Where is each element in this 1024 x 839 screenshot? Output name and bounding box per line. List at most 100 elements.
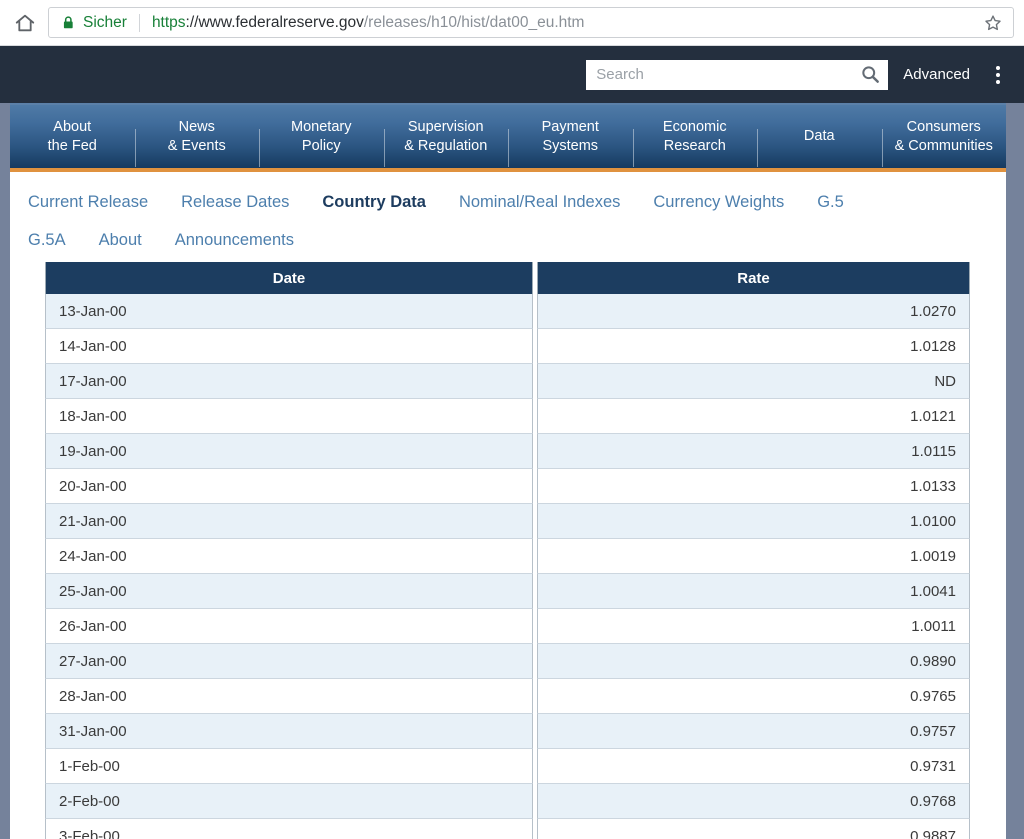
table-row: 14-Jan-00 1.0128 [45,329,970,364]
subnav-item-announcements[interactable]: Announcements [174,231,294,249]
rate-cell: 1.0100 [537,504,970,539]
subnav-item-release-dates[interactable]: Release Dates [181,193,290,211]
data-table: Date Rate 13-Jan-00 1.0270 14-Jan-00 1.0128… [45,262,970,839]
search-box [586,59,889,90]
rate-cell: 1.0128 [537,329,970,364]
menu-dots-icon[interactable] [996,65,1000,84]
date-cell: 14-Jan-00 [45,329,533,364]
rate-cell: 1.0133 [537,469,970,504]
home-button[interactable] [12,10,38,36]
url-bar[interactable]: Sicher https://www.federalreserve.gov/re… [48,7,1014,38]
nav-item-payment-systems[interactable]: Payment Systems [508,105,633,168]
url-host: ://www.federalreserve.gov [185,13,364,31]
table-row: 24-Jan-00 1.0019 [45,539,970,574]
security-label: Sicher [83,13,127,31]
accent-bar [10,168,1006,172]
nav-item-label-line1: Monetary [291,118,352,135]
main-nav: About the Fed News & Events Monetary Policy Su… [10,103,1006,168]
nav-item-label-line1: Consumers [906,118,981,135]
bookmark-star-icon[interactable] [983,13,1003,33]
table-row: 31-Jan-00 0.9757 [45,714,970,749]
table-body: 13-Jan-00 1.0270 14-Jan-00 1.0128 17-Jan-00 N… [45,294,970,839]
url-scheme: https [151,13,186,31]
subnav-item-about[interactable]: About [98,231,142,249]
date-cell: 20-Jan-00 [45,469,533,504]
section-subnav: Current Release Release Dates Country Data… [10,172,1006,258]
table-row: 13-Jan-00 1.0270 [45,294,970,329]
date-cell: 27-Jan-00 [45,644,533,679]
nav-item-monetary-policy[interactable]: Monetary Policy [259,105,384,168]
subnav-item-g-5[interactable]: G.5 [817,193,844,211]
nav-item-data[interactable]: Data [757,105,882,168]
nav-item-news-events[interactable]: News & Events [134,105,260,168]
page-body: About the Fed News & Events Monetary Policy Su… [10,103,1006,839]
table-row: 17-Jan-00 ND [45,364,970,399]
rate-cell: 0.9768 [537,784,970,819]
rate-cell: ND [537,364,970,399]
search-input[interactable] [586,59,853,90]
browser-toolbar: Sicher https://www.federalreserve.gov/re… [0,0,1024,46]
date-cell: 13-Jan-00 [45,294,533,329]
nav-item-label-line2: & Communities [894,137,993,154]
date-cell: 26-Jan-00 [45,609,533,644]
advanced-search-link[interactable]: Advanced [903,66,970,83]
date-cell: 21-Jan-00 [45,504,533,539]
table-row: 3-Feb-00 0.9887 [45,819,970,839]
table-row: 18-Jan-00 1.0121 [45,399,970,434]
rate-cell: 0.9757 [537,714,970,749]
subnav-item-g-5a[interactable]: G.5A [28,231,66,249]
table-row: 25-Jan-00 1.0041 [45,574,970,609]
date-cell: 3-Feb-00 [45,819,533,839]
date-column-header: Date [45,262,533,294]
table-row: 27-Jan-00 0.9890 [45,644,970,679]
rate-cell: 0.9765 [537,679,970,714]
date-cell: 28-Jan-00 [45,679,533,714]
rate-cell: 1.0121 [537,399,970,434]
nav-item-economic-research[interactable]: Economic Research [632,105,758,168]
url-path: /releases/h10/hist/dat00_eu.htm [363,13,585,31]
nav-item-label-line1: About [53,118,92,135]
nav-item-label-line1: Data [803,128,835,144]
subnav-item-nominal-real-indexes[interactable]: Nominal/Real Indexes [458,193,621,211]
subnav-item-currency-weights[interactable]: Currency Weights [653,193,785,211]
date-cell: 24-Jan-00 [45,539,533,574]
nav-item-label-line2: Policy [301,137,341,154]
nav-item-supervision-regulation[interactable]: Supervision & Regulation [383,105,509,168]
table-row: 20-Jan-00 1.0133 [45,469,970,504]
table-row: 19-Jan-00 1.0115 [45,434,970,469]
rate-cell: 1.0041 [537,574,970,609]
rate-cell: 1.0115 [537,434,970,469]
table-row: 21-Jan-00 1.0100 [45,504,970,539]
nav-item-label-line2: Systems [542,137,599,154]
subnav-item-country-data[interactable]: Country Data [322,193,426,211]
url-divider [138,13,140,32]
nav-item-label-line2: & Events [167,137,226,154]
table-row: 28-Jan-00 0.9765 [45,679,970,714]
date-cell: 1-Feb-00 [45,749,533,784]
rate-column-header: Rate [537,262,970,294]
rate-cell: 0.9890 [537,644,970,679]
nav-item-label-line1: Payment [541,118,599,135]
rate-cell: 1.0011 [537,609,970,644]
date-cell: 25-Jan-00 [45,574,533,609]
content-area: Date Rate 13-Jan-00 1.0270 14-Jan-00 1.0128… [10,258,1006,839]
nav-item-about-the-fed[interactable]: About the Fed [10,105,135,168]
nav-item-label-line2: the Fed [47,137,97,154]
nav-item-label-line2: & Regulation [404,137,488,154]
subnav-item-current-release[interactable]: Current Release [28,193,149,211]
rate-cell: 1.0270 [537,294,970,329]
date-cell: 17-Jan-00 [45,364,533,399]
table-header-row: Date Rate [45,262,970,294]
search-icon[interactable] [852,64,888,85]
nav-item-label-line1: Supervision [407,118,484,135]
rate-cell: 1.0019 [537,539,970,574]
table-row: 1-Feb-00 0.9731 [45,749,970,784]
rate-cell: 0.9731 [537,749,970,784]
nav-item-consumers-communities[interactable]: Consumers & Communities [881,105,1007,168]
rate-cell: 0.9887 [537,819,970,839]
site-header: Advanced [0,46,1024,103]
date-cell: 19-Jan-00 [45,434,533,469]
nav-item-label-line1: News [178,118,215,135]
date-cell: 18-Jan-00 [45,399,533,434]
url-text: https://www.federalreserve.gov/releases/… [152,14,585,32]
